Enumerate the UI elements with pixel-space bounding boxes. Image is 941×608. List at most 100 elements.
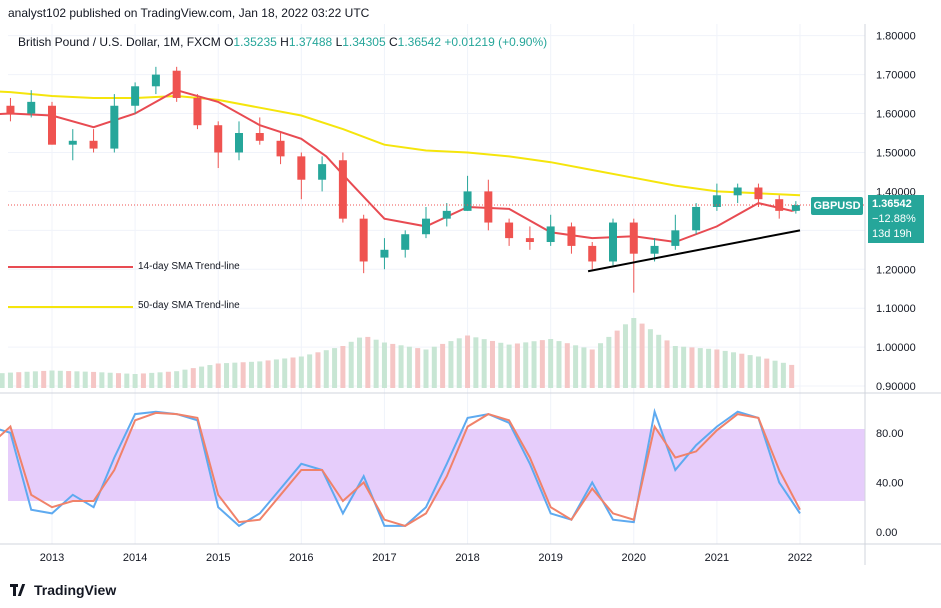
time-tick-label: 2022: [788, 552, 812, 564]
candle-body: [422, 218, 430, 235]
sma50-path: [0, 90, 801, 197]
volume-bar: [639, 323, 645, 388]
volume-bar: [789, 364, 795, 388]
volume-bar: [489, 340, 495, 388]
candle-body: [546, 226, 555, 243]
tradingview-logo[interactable]: TradingView: [10, 582, 116, 598]
stoch-band: [8, 429, 865, 501]
sma14-line: [0, 89, 801, 244]
candle-body: [151, 74, 160, 87]
ohlc-low: 1.34305: [342, 35, 386, 49]
candle-body: [733, 187, 742, 196]
volume-bar: [423, 349, 429, 388]
time-tick-label: 2019: [538, 552, 562, 564]
volume-bar: [57, 370, 63, 388]
ohlc-change: +0.01219 (+0.90%): [444, 35, 548, 49]
volume-bar: [199, 366, 205, 388]
volume-bar: [747, 355, 753, 388]
volume-bar: [49, 370, 55, 388]
stoch-tick-label: 0.00: [876, 527, 897, 539]
volume-bar: [647, 329, 653, 388]
volume-bar: [207, 365, 213, 388]
volume-bar: [365, 336, 371, 388]
time-tick-label: 2013: [40, 552, 64, 564]
candle-body: [609, 222, 617, 262]
volume-bar: [440, 343, 446, 388]
volume-bar: [340, 346, 346, 388]
price-tick-label: 1.80000: [876, 31, 916, 43]
volume-bar: [514, 343, 520, 388]
volume-bar: [0, 373, 5, 388]
candle-body: [193, 97, 202, 126]
volume-bar: [664, 340, 670, 388]
volume-bar: [631, 318, 637, 388]
volume-bar: [672, 346, 678, 388]
volume-bar: [265, 360, 271, 388]
stoch-tick-label: 40.00: [876, 477, 904, 489]
time-tick-label: 2021: [705, 552, 729, 564]
ohlc-high: 1.37488: [288, 35, 333, 49]
volume-bar: [74, 371, 80, 388]
volume-bar: [323, 350, 329, 388]
candle-body: [338, 160, 347, 219]
price-tick-label: 1.10000: [876, 303, 916, 315]
tradingview-logo-text: TradingView: [34, 582, 117, 598]
volume-bar: [41, 370, 47, 388]
candle-body: [359, 218, 368, 262]
published-header: analyst102 published on TradingView.com,…: [8, 6, 370, 20]
volume-bar: [564, 343, 570, 388]
volume-bar: [556, 341, 562, 388]
candle-body: [27, 101, 36, 114]
price-tick-label: 0.90000: [876, 381, 916, 393]
candle-body: [484, 191, 493, 223]
last-price: 1.36542: [872, 198, 912, 210]
volume-bar: [431, 346, 437, 388]
symbol-ohlc-line: British Pound / U.S. Dollar, 1M, FXCM O1…: [18, 35, 547, 49]
tradingview-mark-icon: [10, 584, 31, 596]
sma50-line: [0, 90, 801, 197]
candle-body: [791, 205, 800, 211]
volume-bar: [539, 340, 545, 388]
volume-bar: [24, 371, 30, 388]
volume-bar: [689, 347, 695, 388]
stoch-k-line: [0, 407, 801, 528]
volume-bar: [107, 372, 113, 388]
volume-bar: [315, 352, 321, 388]
symbol-name: British Pound / U.S. Dollar, 1M, FXCM: [18, 35, 221, 49]
candle-body: [754, 187, 763, 200]
volume-bar: [714, 349, 720, 388]
volume-bar: [115, 373, 121, 388]
candle-body: [110, 105, 119, 149]
volume-bar: [481, 339, 487, 388]
volume-bar: [149, 372, 155, 388]
candle-body: [48, 105, 56, 145]
candle-body: [401, 234, 410, 250]
stoch-d-line: [0, 411, 801, 527]
volume-bar: [124, 373, 130, 388]
time-tick-label: 2020: [622, 552, 646, 564]
volume-bar: [722, 350, 728, 388]
candle-body: [567, 226, 576, 246]
volume-bar: [606, 336, 612, 388]
candle-body: [650, 245, 659, 254]
volume-bar: [598, 343, 604, 388]
volume-bars: [0, 318, 795, 388]
volume-bar: [248, 361, 254, 388]
price-label-box: 1.36542 −12.88% 13d 19h: [868, 195, 924, 243]
time-tick-label: 2016: [289, 552, 313, 564]
volume-bar: [66, 371, 72, 388]
volume-bar: [681, 346, 687, 388]
volume-bar: [215, 363, 221, 388]
candle-body: [525, 238, 534, 243]
volume-bar: [140, 373, 146, 388]
candle-body: [89, 140, 98, 149]
candle-body: [588, 245, 597, 262]
candle-body: [6, 105, 15, 114]
bar-countdown: 13d 19h: [872, 228, 912, 240]
time-tick-label: 2018: [455, 552, 479, 564]
volume-bar: [390, 343, 396, 388]
price-tick-label: 1.50000: [876, 147, 916, 159]
ohlc-close-label: C: [388, 35, 398, 49]
candle-body: [276, 140, 285, 157]
volume-bar: [573, 345, 579, 388]
